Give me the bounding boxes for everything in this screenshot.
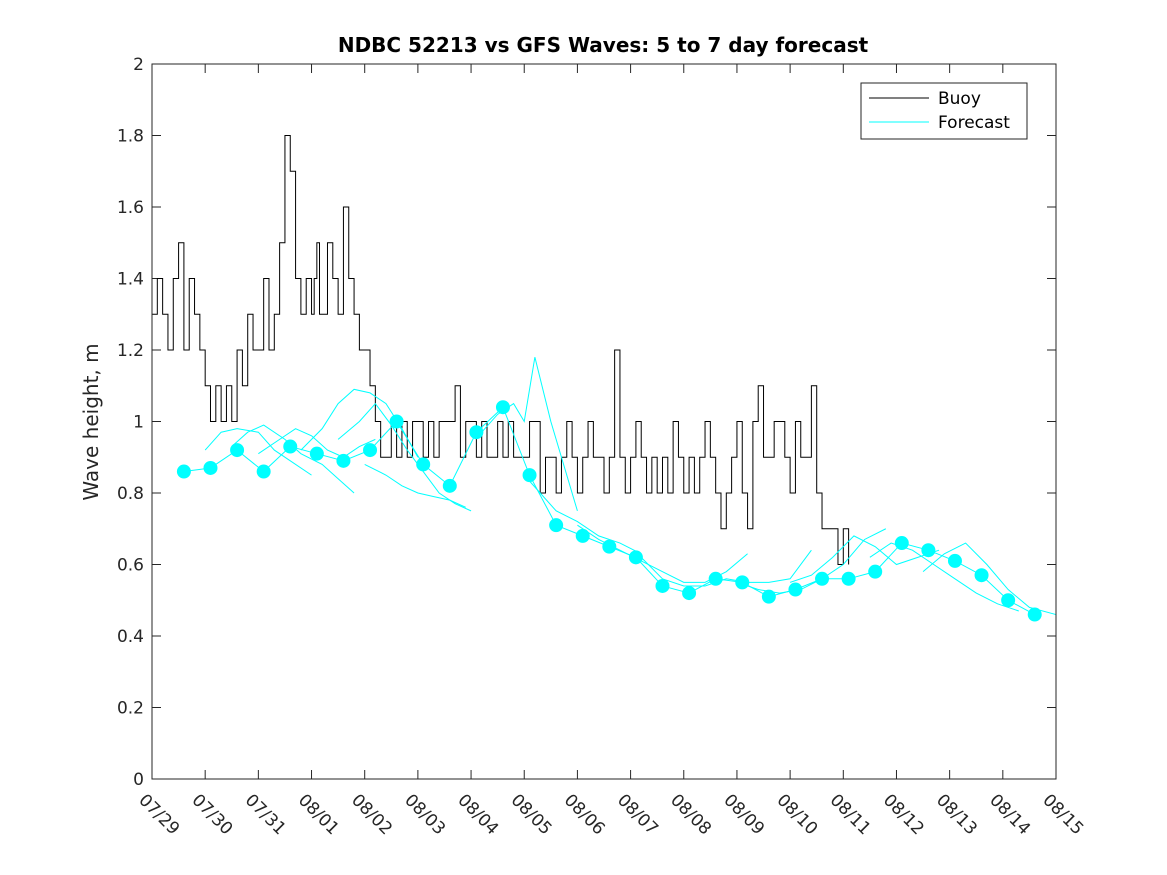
forecast-point (788, 582, 803, 597)
forecast-point (522, 468, 537, 483)
y-tick-label: 1.8 (117, 127, 144, 147)
forecast-point (682, 586, 697, 601)
forecast-point (416, 457, 431, 472)
x-tick-label: 08/14 (985, 790, 1034, 839)
forecast-point (442, 478, 457, 493)
x-tick-label: 08/05 (507, 790, 556, 839)
forecast-point (309, 446, 324, 461)
forecast-point (841, 571, 856, 586)
forecast-point (735, 575, 750, 590)
x-tick-label: 08/06 (560, 790, 609, 839)
forecast-point (176, 464, 191, 479)
plot-frame (151, 63, 1057, 780)
forecast-point (655, 578, 670, 593)
forecast-point (389, 414, 404, 429)
y-tick-label: 0.8 (117, 484, 144, 504)
y-axis-label: Wave height, m (79, 343, 103, 500)
y-tick-label: 1.4 (117, 270, 144, 290)
x-tick-label: 07/29 (134, 790, 183, 839)
forecast-point (868, 564, 883, 579)
data-marks (152, 135, 1057, 622)
plot-area (152, 64, 1056, 779)
forecast-point (1001, 593, 1016, 608)
x-tick-label: 08/08 (666, 790, 715, 839)
forecast-point (256, 464, 271, 479)
forecast-point (1027, 607, 1042, 622)
forecast-point (469, 425, 484, 440)
y-tick-label: 0 (133, 770, 144, 790)
series-line-forecast (640, 549, 812, 587)
x-tick-label: 08/11 (826, 790, 875, 839)
series-line-forecast (204, 428, 312, 476)
forecast-point (283, 439, 298, 454)
legend: Buoy Forecast (860, 82, 1028, 140)
legend-label-buoy: Buoy (938, 89, 981, 109)
x-tick-label: 08/02 (347, 790, 396, 839)
forecast-point (947, 553, 962, 568)
series-line-forecast (922, 542, 1057, 616)
forecast-point (921, 543, 936, 558)
forecast-point (815, 571, 830, 586)
y-tick-label: 2 (133, 55, 144, 75)
y-tick-label: 0.4 (117, 627, 144, 647)
y-tick-label: 1.6 (117, 198, 144, 218)
x-tick-label: 08/03 (400, 790, 449, 839)
x-tick-label: 08/09 (719, 790, 768, 839)
forecast-point (602, 539, 617, 554)
forecast-point (628, 550, 643, 565)
x-tick-label: 08/13 (932, 790, 981, 839)
forecast-point (230, 443, 245, 458)
x-tick-label: 08/10 (773, 790, 822, 839)
legend-label-forecast: Forecast (938, 113, 1010, 133)
series-line-forecast (523, 474, 642, 555)
forecast-point (549, 518, 564, 533)
series-line-buoy (152, 135, 850, 565)
forecast-point (974, 568, 989, 583)
forecast-point (495, 400, 510, 415)
forecast-point (708, 571, 723, 586)
y-tick-label: 0.2 (117, 699, 144, 719)
x-tick-label: 07/31 (241, 790, 290, 839)
series-line-forecast (789, 535, 940, 583)
forecast-point (336, 453, 351, 468)
y-tick-label: 1.2 (117, 341, 144, 361)
forecast-point (894, 536, 909, 551)
series-line-forecast (364, 463, 466, 508)
series-line-forecast (736, 528, 887, 594)
x-tick-label: 08/07 (613, 790, 662, 839)
legend-box (860, 82, 1028, 140)
y-tick-label: 1 (133, 413, 144, 433)
forecast-point (575, 528, 590, 543)
chart-title: NDBC 52213 vs GFS Waves: 5 to 7 day fore… (338, 33, 869, 57)
x-tick-label: 07/30 (188, 790, 237, 839)
y-tick-label: 0.6 (117, 556, 144, 576)
forecast-point (761, 589, 776, 604)
forecast-point (203, 460, 218, 475)
forecast-point (363, 443, 378, 458)
x-tick-label: 08/12 (879, 790, 928, 839)
x-tick-label: 08/15 (1038, 790, 1087, 839)
x-tick-label: 08/01 (294, 790, 343, 839)
series-line-forecast (258, 428, 376, 458)
x-tick-label: 08/04 (454, 790, 503, 839)
series-line-forecast (869, 542, 1019, 612)
